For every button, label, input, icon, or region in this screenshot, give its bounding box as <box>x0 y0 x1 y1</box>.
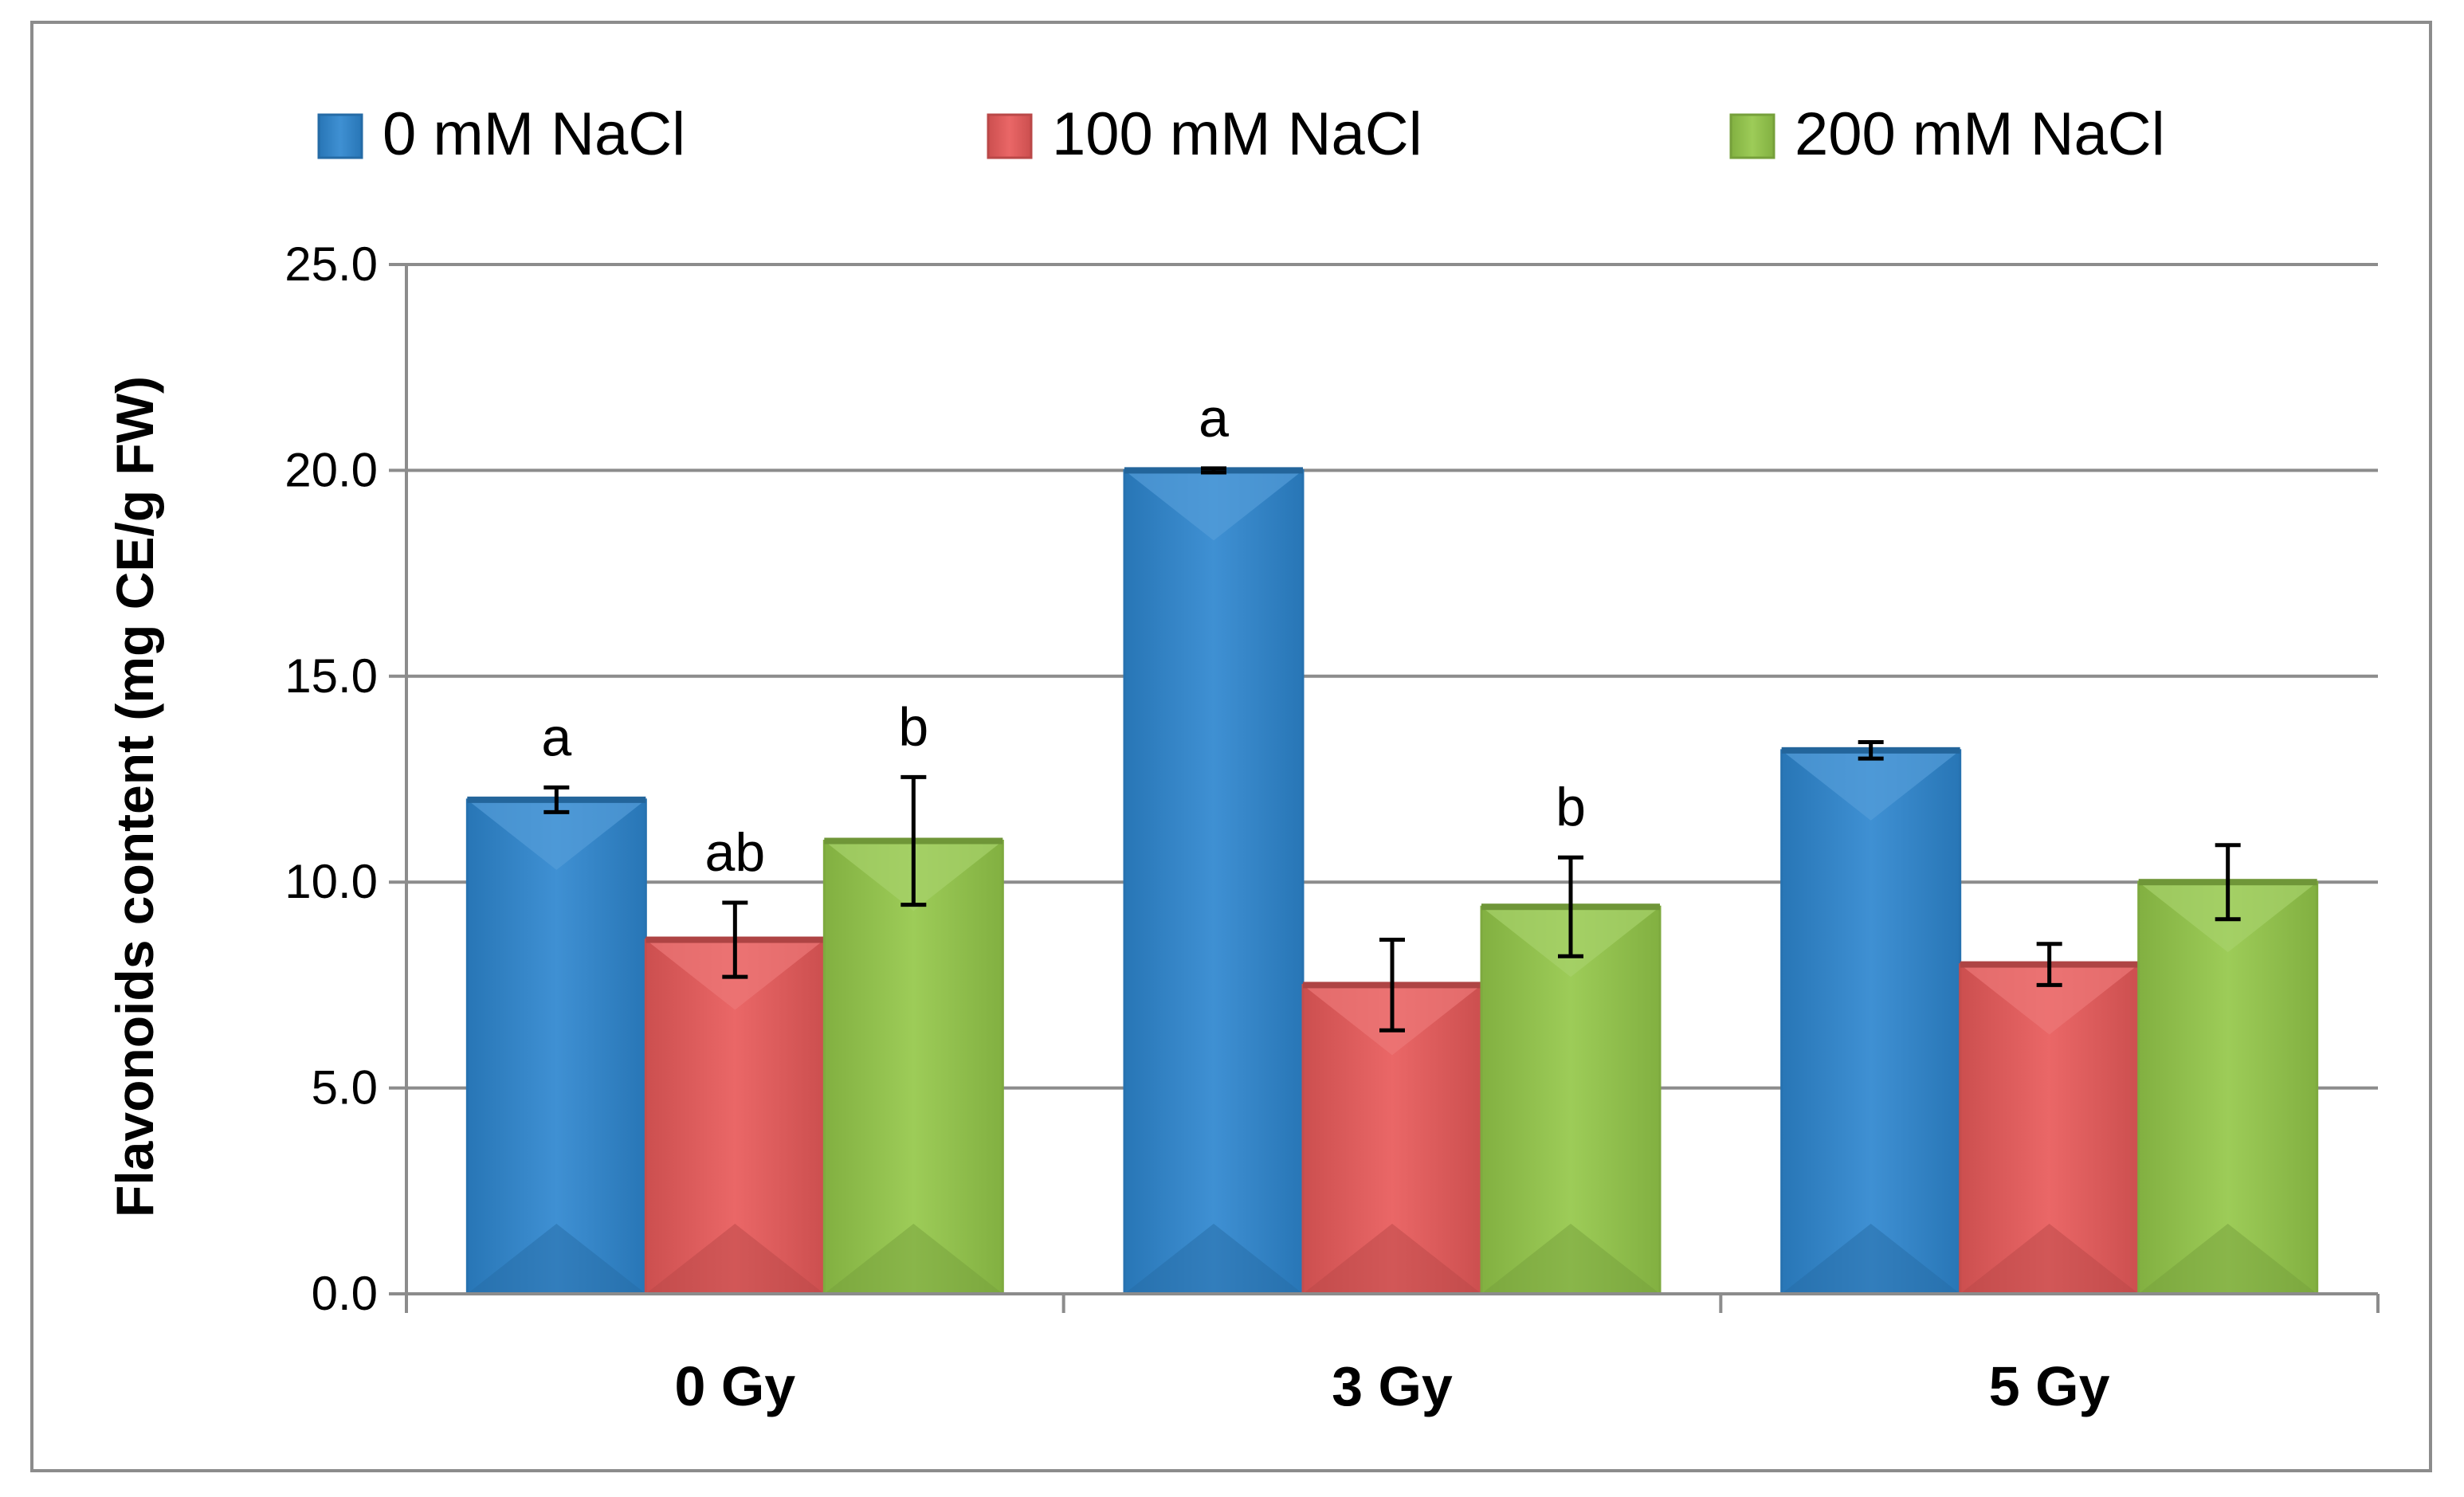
significance-label: ab <box>705 822 766 883</box>
y-tick-label: 5.0 <box>312 1061 378 1115</box>
bar-bevel <box>2138 1224 2317 1294</box>
bar-bevel <box>1481 1224 1660 1294</box>
y-axis-label: Flavonoids content (mg CE/g FW) <box>105 376 164 1217</box>
y-tick-label: 20.0 <box>284 443 378 496</box>
bar-bevel <box>1960 1224 2139 1294</box>
significance-label: b <box>1556 777 1586 837</box>
legend: 0 mM NaCl 100 mM NaCl 200 mM NaCl <box>317 100 2165 168</box>
bar <box>824 841 1003 1294</box>
bar-bevel <box>1781 1224 1960 1294</box>
y-tick-label: 25.0 <box>284 237 378 291</box>
bar-bevel <box>1124 1224 1303 1294</box>
x-tick-label: 3 Gy <box>1332 1355 1453 1417</box>
legend-swatch <box>987 113 1033 159</box>
legend-label: 100 mM NaCl <box>1052 100 1422 168</box>
bar <box>467 799 646 1294</box>
bar-bevel <box>1960 964 2139 1035</box>
bar-bevel <box>1124 470 1303 541</box>
significance-label: b <box>898 696 928 757</box>
x-tick-label: 5 Gy <box>1989 1355 2110 1417</box>
bar-bevel <box>1303 1224 1481 1294</box>
bars <box>465 466 2319 1295</box>
bar-bevel <box>824 1224 1003 1294</box>
bar-bevel <box>1781 750 1960 821</box>
significance-label: a <box>541 707 571 767</box>
y-tick-label: 15.0 <box>284 649 378 703</box>
legend-label: 0 mM NaCl <box>383 100 685 168</box>
bar-bevel <box>467 1224 646 1294</box>
axes: 0.0 5.0 10.0 15.0 20.0 25.0 0 Gy 3 Gy 5 Gy <box>284 237 2380 1417</box>
bar-bevel <box>467 799 646 870</box>
bar <box>1781 750 1960 1294</box>
significance-label: a <box>1199 388 1229 449</box>
legend-swatch <box>1729 113 1775 159</box>
y-tick-label: 0.0 <box>312 1267 378 1320</box>
bar-bevel <box>645 1224 825 1294</box>
x-tick-label: 0 Gy <box>674 1355 795 1417</box>
legend-swatch <box>317 113 363 159</box>
y-tick-label: 10.0 <box>284 855 378 908</box>
bar <box>1124 470 1303 1294</box>
legend-label: 200 mM NaCl <box>1795 100 2165 168</box>
